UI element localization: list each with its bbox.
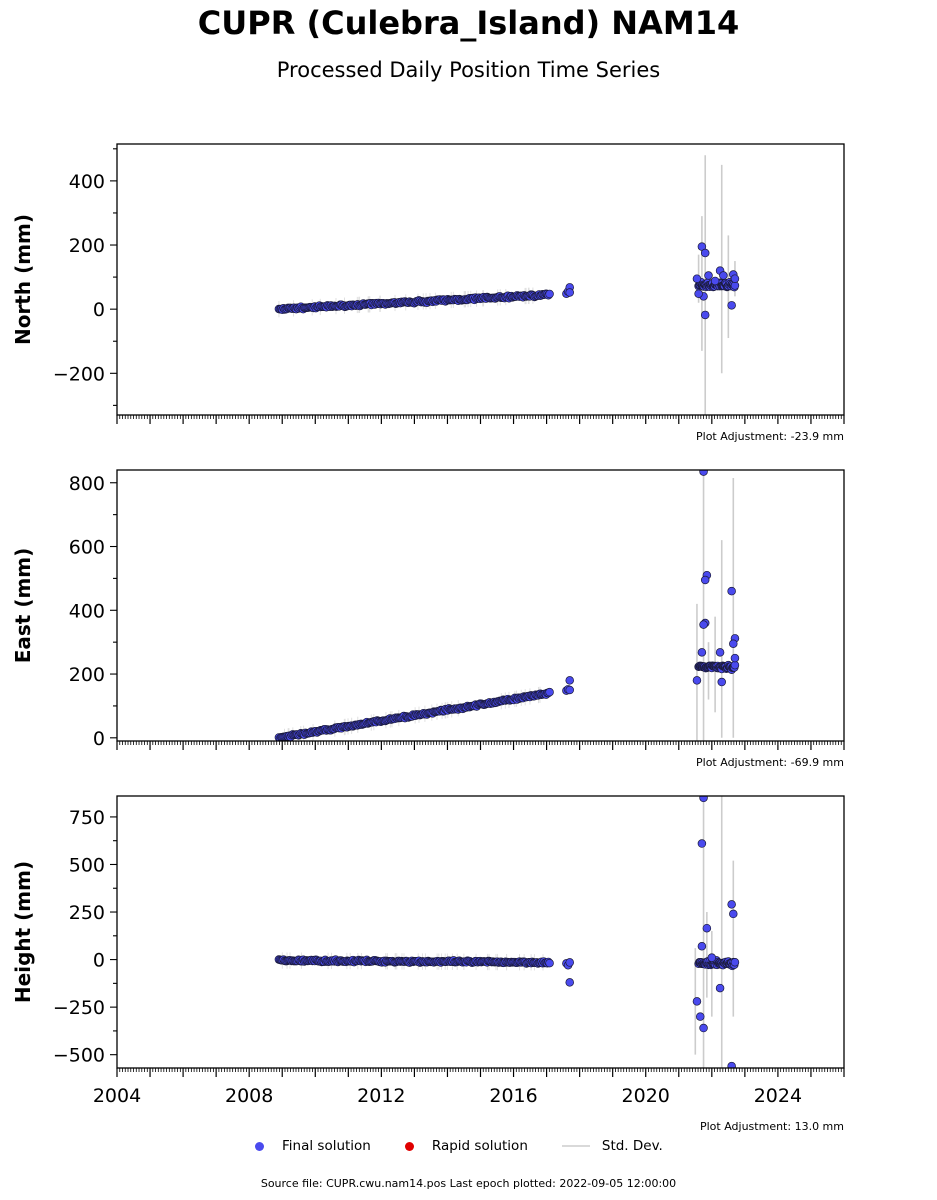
y-tick-label: −250	[53, 997, 105, 1019]
final-solution-point	[692, 676, 702, 685]
x-tick-label: 2024	[754, 1085, 802, 1107]
final-solution-point	[699, 796, 708, 803]
legend-item-rapid: Rapid solution	[404, 1138, 528, 1154]
y-tick-label: 0	[93, 728, 105, 750]
final-solution-point	[692, 274, 702, 283]
plot-area	[274, 470, 740, 741]
rapid-solution-marker-icon	[404, 1141, 414, 1151]
legend: Final solution Rapid solution Std. Dev.	[255, 1138, 697, 1154]
y-tick-label: 800	[69, 473, 105, 495]
final-solution-point	[699, 620, 708, 629]
final-solution-point	[717, 677, 726, 687]
y-tick-label: −200	[53, 363, 105, 385]
final-solution-point	[694, 289, 703, 299]
final-solution-point	[730, 660, 740, 670]
y-tick-label: 0	[93, 950, 105, 972]
panel-3: −500 −250 0 250 500 750 Height (mm) Plot Adjust…	[11, 795, 845, 1133]
final-solution-point	[707, 953, 717, 962]
y-tick-label: 400	[69, 600, 105, 622]
chart-title: CUPR (Culebra_Island) NAM14	[197, 4, 740, 42]
legend-label-rapid: Rapid solution	[431, 1138, 528, 1154]
x-tick-label: 2008	[225, 1085, 273, 1107]
y-tick-label: 0	[93, 299, 105, 321]
final-solution-point	[715, 983, 725, 993]
panel-1: −200 0 200 400 North (mm) Plot Adjustment: -2…	[11, 143, 845, 443]
chart-subtitle: Processed Daily Position Time Series	[276, 58, 661, 82]
final-solution-point	[704, 271, 713, 280]
y-axis-label: North (mm)	[11, 214, 35, 345]
final-solution-point	[545, 289, 554, 299]
plot-adjustment-note: Plot Adjustment: -23.9 mm	[696, 430, 844, 443]
legend-label-std: Std. Dev.	[601, 1138, 663, 1154]
final-solution-point	[692, 997, 702, 1006]
final-solution-point	[696, 1012, 705, 1021]
y-tick-label: 500	[69, 854, 105, 876]
final-solution-point	[715, 648, 725, 657]
final-solution-point	[727, 301, 736, 310]
final-solution-point	[710, 276, 720, 286]
final-solution-point	[700, 310, 710, 320]
y-tick-label: 600	[69, 537, 105, 559]
x-tick-label: 2012	[357, 1085, 405, 1107]
plot-adjustment-note: Plot Adjustment: 13.0 mm	[700, 1120, 844, 1133]
y-tick-label: 200	[69, 664, 105, 686]
x-tick-label: 2016	[489, 1085, 537, 1107]
final-solution-point	[545, 687, 554, 697]
final-solution-point	[565, 685, 574, 695]
final-solution-point	[730, 653, 740, 663]
legend-item-std: Std. Dev.	[561, 1138, 663, 1154]
legend-item-final: Final solution	[255, 1138, 371, 1154]
final-solution-point	[545, 958, 554, 968]
final-solution-point	[727, 1061, 736, 1068]
final-solution-point	[700, 575, 710, 585]
final-solution-point	[565, 288, 574, 297]
final-solution-point	[719, 271, 728, 280]
panel-2: 0 200 400 600 800 East (mm) Plot Adjustment: -…	[11, 469, 845, 769]
x-tick-label: 2020	[622, 1085, 670, 1107]
std-dev-line-icon	[561, 1145, 590, 1147]
final-solution-point	[697, 839, 707, 848]
final-solution-point	[729, 639, 738, 649]
legend-label-final: Final solution	[282, 1138, 371, 1154]
final-solution-point	[729, 909, 738, 919]
final-solution-point	[699, 1023, 708, 1033]
x-tick-label: 2004	[93, 1085, 141, 1107]
final-solution-point	[565, 978, 574, 987]
final-solution-point	[730, 957, 740, 967]
final-solution-marker-icon	[255, 1141, 264, 1151]
final-solution-point	[697, 942, 707, 951]
final-solution-point	[727, 586, 736, 596]
y-tick-label: 400	[69, 171, 105, 193]
y-tick-label: 200	[69, 235, 105, 257]
final-solution-point	[702, 923, 712, 933]
final-solution-point	[700, 248, 710, 258]
final-solution-point	[565, 676, 574, 685]
y-tick-label: 750	[69, 807, 105, 829]
final-solution-point	[727, 900, 736, 909]
plot-area	[274, 796, 740, 1068]
plot-adjustment-note: Plot Adjustment: -69.9 mm	[696, 756, 844, 769]
final-solution-point	[697, 648, 707, 657]
y-axis-label: Height (mm)	[11, 861, 35, 1003]
plot-frame	[116, 795, 845, 1069]
y-axis-label: East (mm)	[11, 548, 35, 664]
final-solution-point	[565, 958, 574, 967]
final-solution-point	[699, 470, 708, 476]
y-tick-label: −500	[53, 1045, 105, 1067]
source-footer: Source file: CUPR.cwu.nam14.pos Last epo…	[260, 1177, 677, 1190]
plot-area	[274, 155, 740, 415]
y-tick-label: 250	[69, 902, 105, 924]
final-solution-point	[730, 274, 740, 283]
